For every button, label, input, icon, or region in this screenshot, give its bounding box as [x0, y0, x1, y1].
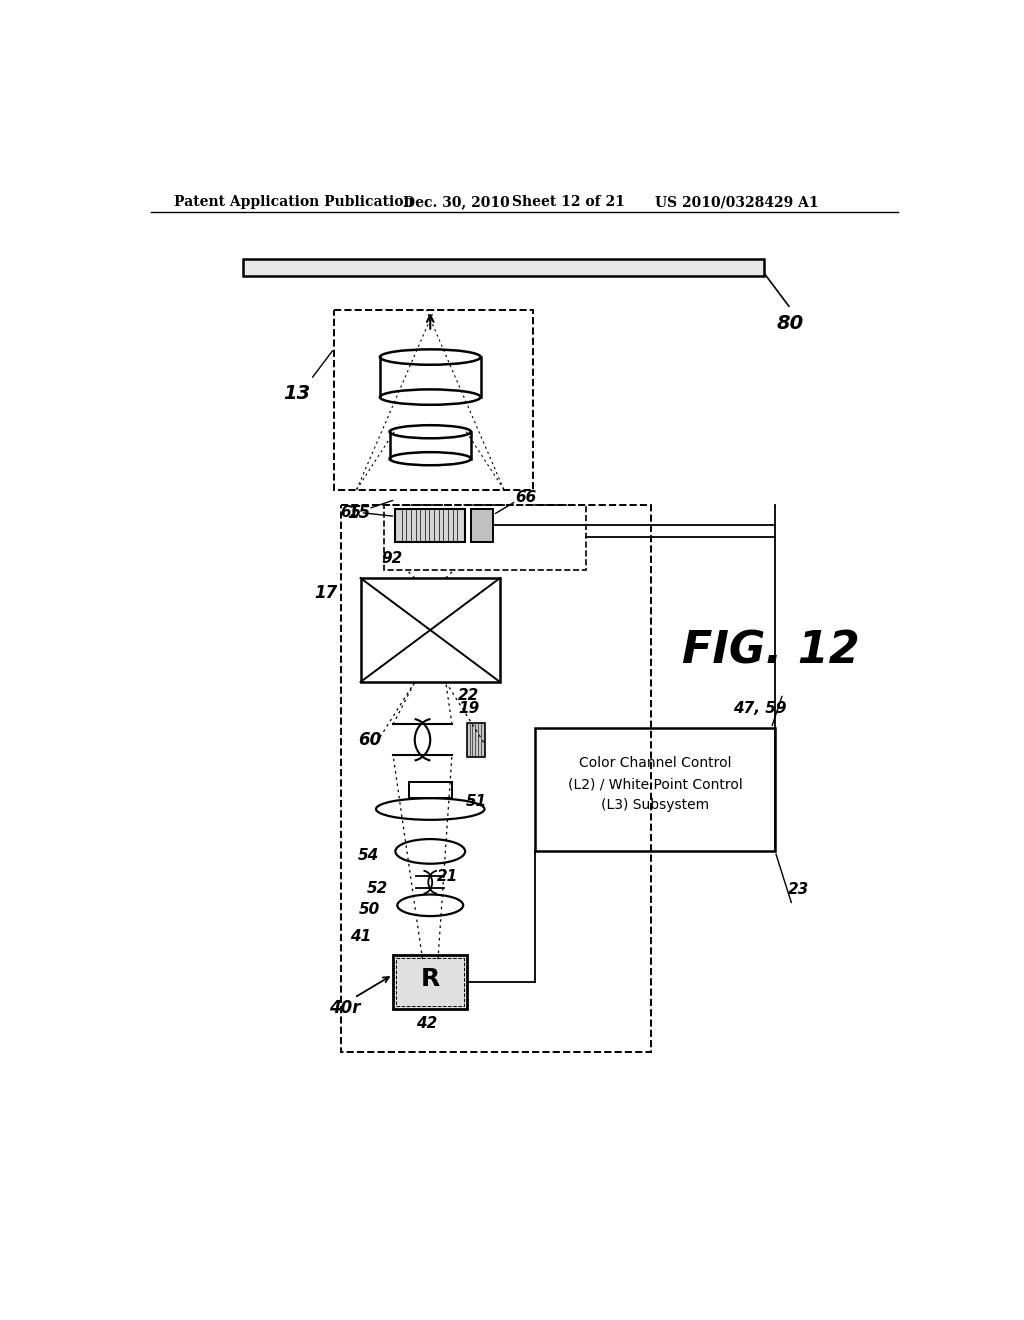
Text: 54: 54 — [357, 847, 379, 863]
Text: 65: 65 — [340, 506, 361, 520]
Text: 15: 15 — [347, 504, 371, 523]
Text: Patent Application Publication: Patent Application Publication — [174, 195, 414, 210]
Polygon shape — [243, 259, 764, 276]
Text: Sheet 12 of 21: Sheet 12 of 21 — [512, 195, 625, 210]
Text: 22: 22 — [459, 688, 479, 704]
Text: Color Channel Control: Color Channel Control — [579, 756, 731, 770]
Polygon shape — [393, 956, 467, 1010]
Text: 66: 66 — [515, 490, 537, 504]
Text: 50: 50 — [359, 902, 381, 916]
Text: 19: 19 — [459, 701, 479, 717]
Text: 17: 17 — [314, 585, 337, 602]
Text: 60: 60 — [358, 731, 381, 748]
Text: 92: 92 — [381, 552, 402, 566]
Text: 47, 59: 47, 59 — [733, 701, 786, 717]
Text: 21: 21 — [436, 869, 458, 883]
Text: 42: 42 — [416, 1015, 437, 1031]
Text: 80: 80 — [777, 314, 804, 334]
Text: 52: 52 — [367, 880, 388, 896]
Polygon shape — [471, 508, 493, 543]
Text: US 2010/0328429 A1: US 2010/0328429 A1 — [655, 195, 818, 210]
Text: Dec. 30, 2010: Dec. 30, 2010 — [403, 195, 510, 210]
Text: 23: 23 — [787, 882, 809, 898]
Text: R: R — [421, 968, 440, 991]
Text: (L2) / White Point Control: (L2) / White Point Control — [567, 777, 742, 792]
Text: 13: 13 — [284, 384, 310, 403]
Polygon shape — [395, 508, 465, 543]
Text: 41: 41 — [350, 928, 371, 944]
Polygon shape — [467, 723, 484, 756]
Text: FIG. 12: FIG. 12 — [682, 630, 860, 673]
Text: 40r: 40r — [330, 999, 360, 1016]
Text: 51: 51 — [466, 793, 487, 809]
Text: (L3) Subsystem: (L3) Subsystem — [601, 799, 709, 812]
